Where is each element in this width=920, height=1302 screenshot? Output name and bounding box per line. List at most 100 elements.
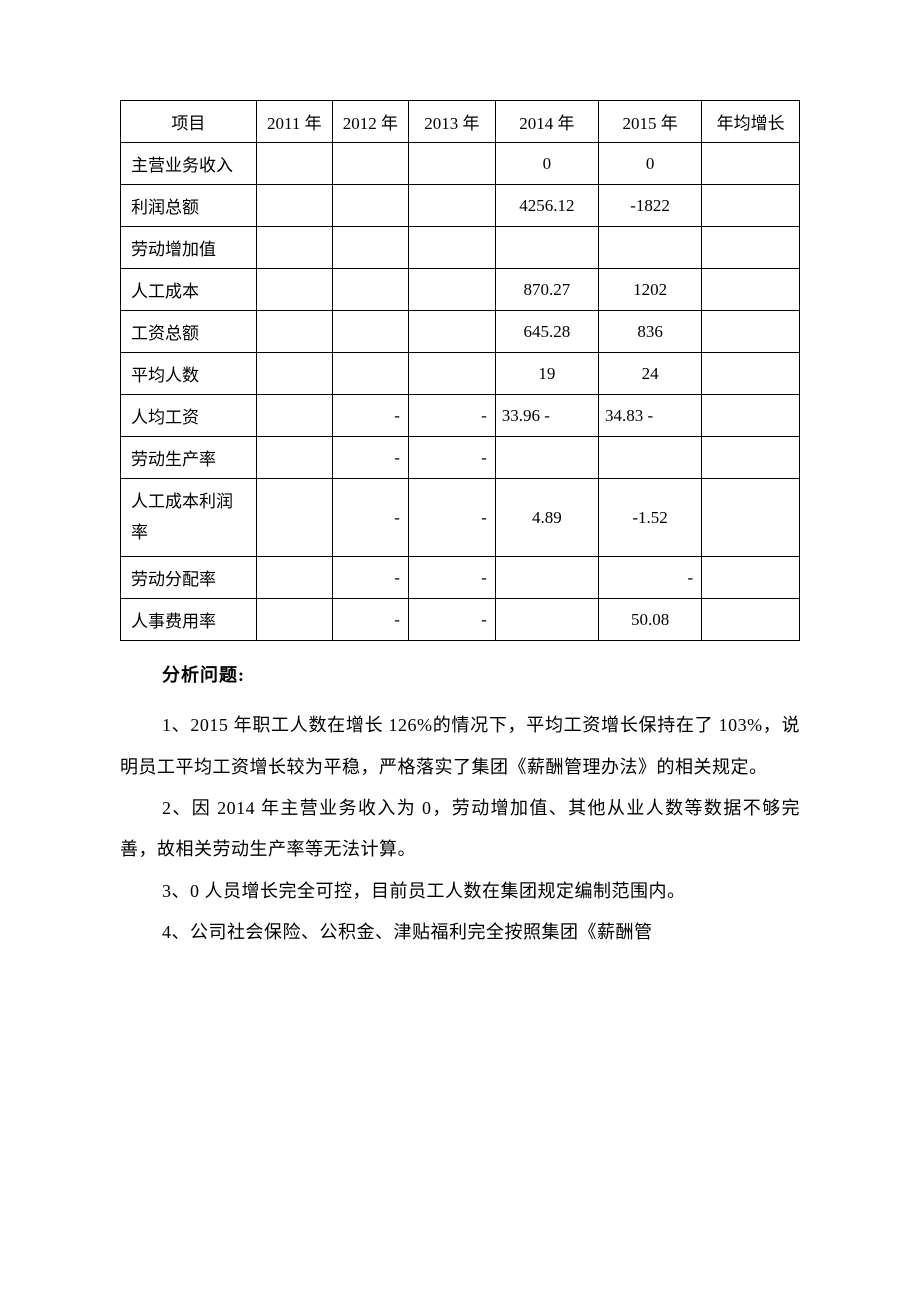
row-label: 平均人数: [121, 353, 257, 395]
row-label: 人工成本: [121, 269, 257, 311]
data-cell: [408, 143, 495, 185]
data-cell: [599, 437, 702, 479]
data-cell: [408, 227, 495, 269]
data-cell: [332, 269, 408, 311]
col-header-2015: 2015 年: [599, 101, 702, 143]
data-cell: 4.89: [495, 479, 598, 557]
data-cell: [256, 557, 332, 599]
row-label: 利润总额: [121, 185, 257, 227]
analysis-paragraph: 2、因 2014 年主营业务收入为 0，劳动增加值、其他从业人数等数据不够完善，…: [120, 788, 800, 871]
data-cell: [332, 143, 408, 185]
data-cell: [702, 599, 800, 641]
data-cell: [256, 185, 332, 227]
analysis-paragraph: 3、0 人员增长完全可控，目前员工人数在集团规定编制范围内。: [120, 871, 800, 912]
data-cell: -1822: [599, 185, 702, 227]
data-cell: -: [599, 557, 702, 599]
data-cell: [495, 557, 598, 599]
data-cell: [702, 227, 800, 269]
data-cell: [256, 353, 332, 395]
data-cell: [408, 353, 495, 395]
data-cell: -: [408, 479, 495, 557]
table-row: 人工成本利润率 - - 4.89 -1.52: [121, 479, 800, 557]
data-cell: 33.96 -: [495, 395, 598, 437]
data-cell: 34.83 -: [599, 395, 702, 437]
col-header-growth: 年均增长: [702, 101, 800, 143]
data-cell: 0: [599, 143, 702, 185]
data-cell: [408, 311, 495, 353]
data-cell: [702, 557, 800, 599]
data-cell: [256, 599, 332, 641]
data-cell: [702, 437, 800, 479]
data-cell: [702, 143, 800, 185]
data-cell: -: [332, 395, 408, 437]
data-cell: [256, 269, 332, 311]
table-row: 主营业务收入 0 0: [121, 143, 800, 185]
col-header-2012: 2012 年: [332, 101, 408, 143]
data-cell: 50.08: [599, 599, 702, 641]
data-cell: 870.27: [495, 269, 598, 311]
data-cell: [702, 395, 800, 437]
analysis-heading: 分析问题:: [162, 661, 800, 687]
data-cell: [495, 227, 598, 269]
row-label: 主营业务收入: [121, 143, 257, 185]
table-row: 工资总额 645.28 836: [121, 311, 800, 353]
row-label: 人均工资: [121, 395, 257, 437]
table-row: 平均人数 19 24: [121, 353, 800, 395]
data-cell: [332, 311, 408, 353]
data-cell: 645.28: [495, 311, 598, 353]
col-header-item: 项目: [121, 101, 257, 143]
data-cell: [702, 479, 800, 557]
financial-data-table: 项目 2011 年 2012 年 2013 年 2014 年 2015 年 年均…: [120, 100, 800, 641]
data-cell: [599, 227, 702, 269]
data-cell: -: [332, 437, 408, 479]
data-cell: -: [332, 599, 408, 641]
table-row: 劳动生产率 - -: [121, 437, 800, 479]
data-cell: -: [332, 479, 408, 557]
data-cell: [256, 395, 332, 437]
col-header-2011: 2011 年: [256, 101, 332, 143]
table-row: 人工成本 870.27 1202: [121, 269, 800, 311]
data-cell: [256, 311, 332, 353]
data-cell: [702, 269, 800, 311]
data-cell: [702, 353, 800, 395]
data-cell: [332, 353, 408, 395]
row-label: 劳动生产率: [121, 437, 257, 479]
row-label: 劳动分配率: [121, 557, 257, 599]
analysis-paragraph: 1、2015 年职工人数在增长 126%的情况下，平均工资增长保持在了 103%…: [120, 705, 800, 788]
data-cell: -1.52: [599, 479, 702, 557]
table-row: 人事费用率 - - 50.08: [121, 599, 800, 641]
data-cell: 1202: [599, 269, 702, 311]
table-row: 利润总额 4256.12 -1822: [121, 185, 800, 227]
data-cell: [702, 185, 800, 227]
row-label: 人事费用率: [121, 599, 257, 641]
data-cell: [495, 437, 598, 479]
row-label: 劳动增加值: [121, 227, 257, 269]
data-cell: [702, 311, 800, 353]
data-cell: -: [408, 557, 495, 599]
data-cell: [408, 185, 495, 227]
table-row: 劳动增加值: [121, 227, 800, 269]
data-cell: 0: [495, 143, 598, 185]
data-cell: [408, 269, 495, 311]
analysis-paragraph: 4、公司社会保险、公积金、津贴福利完全按照集团《薪酬管: [120, 912, 800, 953]
table-row: 劳动分配率 - - -: [121, 557, 800, 599]
data-cell: [256, 437, 332, 479]
data-cell: [256, 479, 332, 557]
data-cell: [332, 185, 408, 227]
col-header-2014: 2014 年: [495, 101, 598, 143]
row-label: 工资总额: [121, 311, 257, 353]
data-cell: 19: [495, 353, 598, 395]
col-header-2013: 2013 年: [408, 101, 495, 143]
data-cell: -: [408, 437, 495, 479]
row-label: 人工成本利润率: [121, 479, 257, 557]
table-row: 人均工资 - - 33.96 - 34.83 -: [121, 395, 800, 437]
data-cell: [256, 143, 332, 185]
table-header-row: 项目 2011 年 2012 年 2013 年 2014 年 2015 年 年均…: [121, 101, 800, 143]
data-cell: 836: [599, 311, 702, 353]
data-cell: [495, 599, 598, 641]
data-cell: [332, 227, 408, 269]
data-cell: 24: [599, 353, 702, 395]
data-cell: 4256.12: [495, 185, 598, 227]
data-cell: -: [408, 599, 495, 641]
data-cell: [256, 227, 332, 269]
